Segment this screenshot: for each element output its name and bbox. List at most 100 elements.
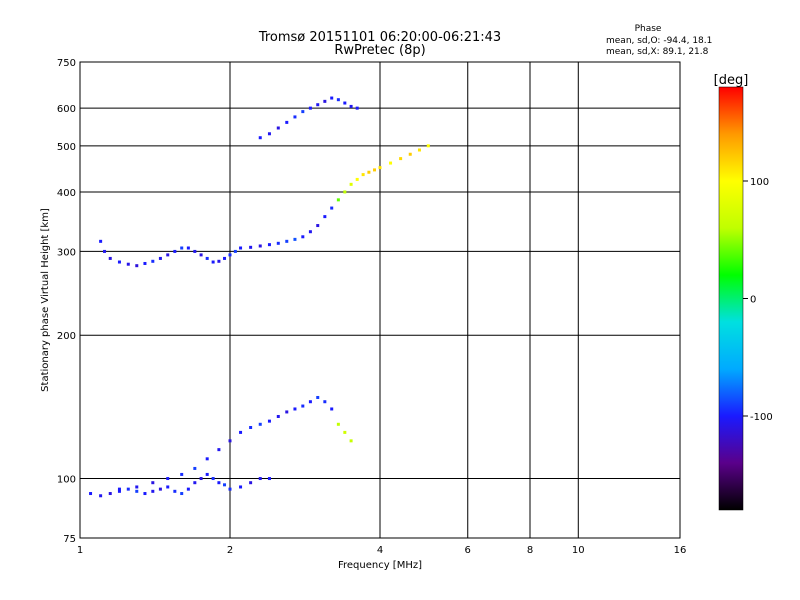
data-point bbox=[389, 161, 393, 165]
data-point bbox=[301, 235, 305, 239]
data-point bbox=[349, 104, 353, 108]
data-point bbox=[233, 249, 237, 253]
y-tick-label: 75 bbox=[63, 534, 76, 545]
data-point bbox=[117, 487, 121, 491]
chart-subtitle: RwPretec (8p) bbox=[334, 43, 425, 58]
data-point bbox=[89, 492, 93, 496]
data-point bbox=[285, 239, 289, 243]
data-point bbox=[343, 101, 347, 105]
data-point bbox=[186, 487, 190, 491]
data-point bbox=[308, 230, 312, 234]
stats-header: Phase bbox=[635, 24, 662, 34]
data-point bbox=[323, 215, 327, 219]
data-point bbox=[99, 239, 103, 243]
data-point bbox=[211, 260, 215, 264]
x-tick-label: 4 bbox=[377, 545, 383, 556]
y-axis-ticks: 75 100 200 300 400 500 600 750 bbox=[57, 58, 76, 545]
data-point bbox=[239, 430, 243, 434]
data-point bbox=[173, 489, 177, 493]
data-point bbox=[408, 152, 412, 156]
data-point bbox=[417, 148, 421, 152]
data-point bbox=[343, 190, 347, 194]
data-point bbox=[135, 264, 139, 268]
data-point bbox=[186, 246, 190, 250]
data-point bbox=[126, 487, 130, 491]
data-point bbox=[293, 237, 297, 241]
data-points bbox=[89, 96, 430, 498]
data-point bbox=[343, 430, 347, 434]
data-point bbox=[249, 481, 253, 485]
data-point bbox=[126, 262, 130, 266]
data-point bbox=[249, 425, 253, 429]
data-point bbox=[308, 400, 312, 404]
data-point bbox=[166, 253, 170, 257]
data-point bbox=[173, 249, 177, 253]
y-axis-label: Stationary phase Virtual Height [km] bbox=[40, 208, 51, 392]
data-point bbox=[151, 489, 155, 493]
data-point bbox=[349, 439, 353, 443]
x-tick-label: 2 bbox=[227, 545, 233, 556]
grid bbox=[80, 62, 680, 538]
y-tick-label: 600 bbox=[57, 104, 76, 115]
data-point bbox=[151, 259, 155, 263]
data-point bbox=[199, 253, 203, 257]
chart-title: Tromsø 20151101 06:20:00-06:21:43 bbox=[258, 30, 501, 45]
data-point bbox=[323, 99, 327, 103]
data-point bbox=[166, 485, 170, 489]
data-point bbox=[217, 259, 221, 263]
data-point bbox=[199, 477, 203, 481]
data-point bbox=[258, 136, 262, 140]
data-point bbox=[355, 106, 359, 110]
data-point bbox=[117, 489, 121, 493]
data-point bbox=[316, 224, 320, 228]
data-point bbox=[99, 494, 103, 498]
data-point bbox=[276, 414, 280, 418]
data-point bbox=[293, 407, 297, 411]
data-point bbox=[135, 485, 139, 489]
data-point bbox=[355, 177, 359, 181]
y-tick-label: 400 bbox=[57, 188, 76, 199]
y-tick-label: 750 bbox=[57, 58, 76, 69]
data-point bbox=[180, 472, 184, 476]
data-point bbox=[276, 241, 280, 245]
colorbar-label: [deg] bbox=[714, 73, 749, 88]
data-point bbox=[336, 198, 340, 202]
data-point bbox=[158, 487, 162, 491]
data-point bbox=[193, 466, 197, 470]
data-point bbox=[293, 115, 297, 119]
data-point bbox=[143, 261, 147, 265]
data-point bbox=[117, 260, 121, 264]
data-point bbox=[228, 253, 232, 257]
data-point bbox=[336, 422, 340, 426]
y-tick-label: 100 bbox=[57, 475, 76, 486]
data-point bbox=[217, 481, 221, 485]
x-tick-label: 16 bbox=[674, 545, 687, 556]
plot-frame bbox=[79, 61, 681, 539]
data-point bbox=[108, 492, 112, 496]
stats-line: mean, sd,O: -94.4, 18.1 bbox=[606, 36, 712, 46]
data-point bbox=[249, 245, 253, 249]
data-point bbox=[166, 477, 170, 481]
data-point bbox=[239, 246, 243, 250]
data-point bbox=[239, 485, 243, 489]
data-point bbox=[151, 481, 155, 485]
data-point bbox=[267, 132, 271, 136]
data-point bbox=[258, 477, 262, 481]
data-point bbox=[301, 110, 305, 114]
colorbar-ticks: 100 0 -100 bbox=[743, 177, 773, 423]
data-point bbox=[330, 96, 334, 100]
data-point bbox=[316, 103, 320, 107]
data-point bbox=[205, 256, 209, 260]
data-point bbox=[180, 492, 184, 496]
data-point bbox=[223, 483, 227, 487]
data-point bbox=[158, 256, 162, 260]
data-point bbox=[426, 144, 430, 148]
data-point bbox=[193, 249, 197, 253]
x-tick-label: 10 bbox=[572, 545, 585, 556]
data-point bbox=[180, 246, 184, 250]
data-point bbox=[108, 256, 112, 260]
data-point bbox=[143, 492, 147, 496]
data-point bbox=[330, 407, 334, 411]
data-point bbox=[228, 439, 232, 443]
